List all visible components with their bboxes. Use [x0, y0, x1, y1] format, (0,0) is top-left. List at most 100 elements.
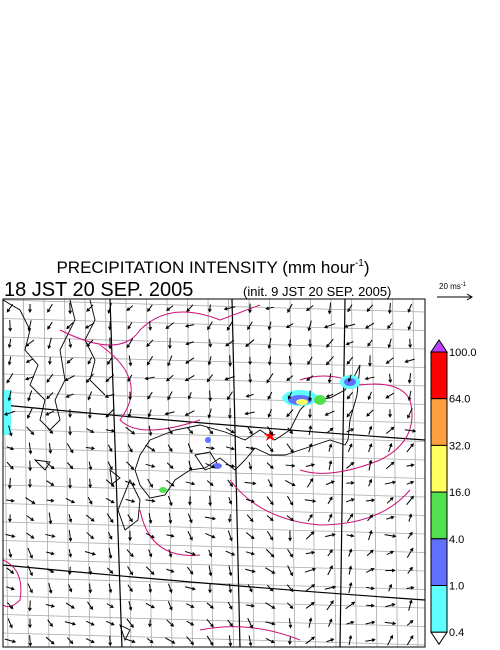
grid-line — [371, 299, 378, 647]
wind-arrow — [267, 426, 273, 436]
colorbar: 100.0 64.0 32.0 16.0 4.0 1.0 0.4 — [430, 339, 477, 646]
grid-line — [3, 503, 425, 516]
wind-arrow — [6, 446, 15, 451]
wind-arrow — [287, 548, 294, 558]
wind-scale-arrow — [437, 293, 473, 301]
wind-arrow — [47, 321, 53, 330]
wind-arrow — [407, 303, 413, 313]
wind-arrow — [24, 376, 35, 381]
wind-arrow — [407, 407, 413, 419]
wind-arrow — [126, 338, 134, 349]
wind-arrow — [105, 408, 115, 418]
wind-arrow — [346, 409, 354, 418]
wind-arrow — [265, 638, 275, 644]
wind-arrow — [188, 460, 193, 472]
wind-arrow — [47, 303, 53, 313]
wind-arrow — [85, 514, 95, 522]
wind-arrow — [308, 443, 313, 453]
wind-arrow — [366, 568, 375, 573]
wind-arrow — [308, 408, 312, 419]
wind-arrow — [46, 551, 55, 556]
wind-arrow — [227, 601, 233, 610]
wind-arrow — [386, 496, 394, 504]
wind-arrow — [28, 304, 32, 314]
wind-arrow — [186, 566, 194, 575]
wind-arrow — [365, 322, 375, 329]
wind-arrow — [305, 584, 316, 592]
wind-arrow — [147, 409, 152, 418]
wind-arrow — [187, 391, 192, 400]
wind-arrow — [308, 425, 313, 435]
colorbar-box — [430, 585, 448, 633]
wind-arrow — [223, 306, 236, 311]
wind-arrow — [347, 374, 352, 383]
wind-arrow — [87, 356, 93, 365]
wind-arrow — [345, 498, 355, 503]
wind-arrow — [247, 321, 253, 331]
wind-arrow — [7, 356, 12, 366]
wind-arrow — [28, 460, 32, 472]
wind-arrow — [87, 496, 93, 505]
wind-arrow — [247, 426, 253, 435]
wind-arrow — [367, 514, 374, 522]
wind-arrow — [325, 393, 334, 398]
map-area — [3, 299, 425, 647]
wind-arrow — [286, 602, 294, 610]
colorbar-label: 100.0 — [449, 347, 477, 359]
wind-arrow — [125, 638, 136, 644]
wind-arrow — [385, 603, 396, 608]
wind-arrow — [145, 566, 155, 576]
wind-arrow — [144, 376, 155, 381]
wind-arrow — [266, 515, 274, 522]
wind-arrow — [167, 495, 173, 507]
wind-arrow — [385, 426, 395, 435]
wind-arrow — [267, 408, 272, 418]
wind-arrow — [208, 304, 212, 313]
wind-arrow — [47, 619, 53, 628]
wind-arrow — [6, 373, 14, 384]
wind-arrow — [307, 320, 312, 332]
wind-arrow — [68, 584, 73, 593]
wind-arrow — [346, 356, 354, 365]
wind-arrow — [304, 499, 317, 503]
wind-arrow — [408, 338, 412, 349]
wind-arrow — [225, 446, 235, 451]
wind-arrow — [166, 619, 175, 627]
wind-arrow — [127, 584, 133, 593]
wind-arrow — [167, 355, 173, 367]
wind-arrow — [27, 600, 32, 612]
wind-arrow — [245, 568, 256, 573]
wind-arrow — [228, 497, 233, 505]
wind-arrow — [48, 583, 53, 594]
wind-arrow — [127, 408, 132, 419]
wind-arrow — [184, 374, 195, 382]
grid-line — [3, 447, 425, 461]
wind-arrow — [184, 410, 195, 416]
wind-arrow — [168, 512, 173, 524]
colorbar-label: 1.0 — [449, 581, 464, 593]
wind-arrow — [228, 583, 233, 594]
wind-arrow — [6, 461, 14, 470]
wind-arrow — [148, 512, 153, 524]
wind-arrow — [28, 479, 32, 488]
wind-arrow — [248, 635, 253, 647]
wind-arrow — [107, 444, 113, 453]
wind-arrow — [126, 305, 134, 311]
wind-arrow — [6, 602, 14, 610]
wind-arrow — [68, 549, 73, 558]
wind-arrow — [125, 498, 136, 503]
wind-arrow — [8, 514, 12, 523]
wind-arrow — [247, 584, 253, 593]
colorbar-label: 0.4 — [449, 627, 464, 639]
wind-arrow — [146, 339, 154, 347]
title-close: ) — [364, 258, 370, 277]
wind-arrow — [88, 583, 93, 594]
wind-arrow — [346, 428, 355, 433]
wind-arrow — [384, 480, 397, 485]
wind-arrow — [165, 322, 175, 330]
grid-line — [3, 595, 425, 609]
wind-arrow — [147, 478, 154, 488]
wind-arrow — [266, 530, 274, 541]
title-main: PRECIPITATION INTENSITY (mm hour — [56, 258, 355, 277]
wind-arrow — [348, 634, 353, 646]
